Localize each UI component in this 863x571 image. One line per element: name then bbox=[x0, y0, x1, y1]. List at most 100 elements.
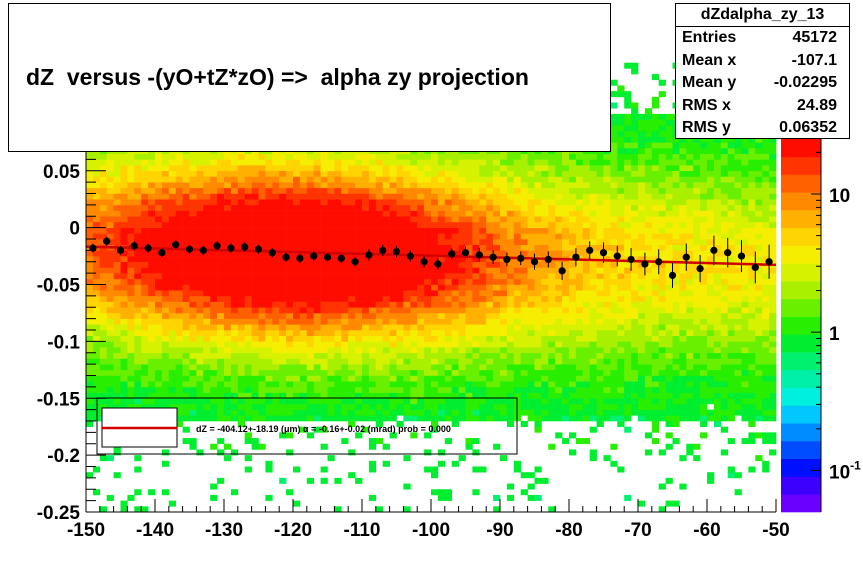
heatmap-cell bbox=[86, 187, 94, 194]
heatmap-cell bbox=[355, 347, 363, 354]
heatmap-cell bbox=[127, 204, 135, 211]
heatmap-cell bbox=[541, 352, 549, 359]
heatmap-cell bbox=[141, 335, 149, 342]
heatmap-cell bbox=[286, 364, 294, 371]
heatmap-cell bbox=[175, 176, 183, 183]
heatmap-cell bbox=[569, 204, 577, 211]
heatmap-cell bbox=[106, 153, 114, 160]
heatmap-cell bbox=[541, 182, 549, 189]
heatmap-cell bbox=[548, 409, 556, 416]
heatmap-cell bbox=[548, 330, 556, 336]
heatmap-cell bbox=[444, 204, 452, 211]
heatmap-cell bbox=[417, 307, 425, 314]
heatmap-cell bbox=[313, 409, 321, 416]
heatmap-cell bbox=[562, 227, 570, 234]
heatmap-cell bbox=[651, 176, 659, 183]
heatmap-cell bbox=[244, 165, 252, 172]
heatmap-cell bbox=[417, 153, 425, 160]
heatmap-cell bbox=[341, 244, 349, 251]
heatmap-cell bbox=[382, 261, 390, 268]
heatmap-cell bbox=[286, 261, 294, 268]
heatmap-cell bbox=[500, 216, 508, 223]
heatmap-cell bbox=[534, 392, 542, 399]
heatmap-cell bbox=[617, 341, 625, 348]
heatmap-cell bbox=[458, 165, 466, 172]
heatmap-cell bbox=[431, 250, 439, 257]
heatmap-cell bbox=[141, 153, 149, 160]
heatmap-cell bbox=[237, 261, 245, 268]
heatmap-cell bbox=[313, 392, 321, 399]
heatmap-cell bbox=[258, 341, 266, 348]
heatmap-cell bbox=[472, 170, 480, 177]
heatmap-cell bbox=[134, 335, 142, 342]
heatmap-cell bbox=[230, 386, 239, 393]
heatmap-cell bbox=[334, 477, 342, 484]
heatmap-cell bbox=[479, 153, 487, 160]
heatmap-cell bbox=[92, 267, 101, 274]
heatmap-cell bbox=[596, 386, 604, 393]
heatmap-cell bbox=[589, 392, 597, 399]
heatmap-cell bbox=[203, 364, 211, 371]
heatmap-cell bbox=[106, 375, 114, 382]
heatmap-cell bbox=[258, 409, 266, 416]
heatmap-cell bbox=[486, 221, 494, 228]
heatmap-cell bbox=[320, 153, 328, 160]
heatmap-cell bbox=[272, 210, 280, 217]
heatmap-cell bbox=[665, 403, 673, 410]
heatmap-cell bbox=[603, 415, 611, 422]
heatmap-cell bbox=[196, 386, 204, 393]
heatmap-cell bbox=[465, 409, 473, 416]
heatmap-cell bbox=[527, 386, 535, 393]
heatmap-cell bbox=[500, 409, 508, 416]
heatmap-cell bbox=[334, 187, 342, 194]
heatmap-cell bbox=[458, 193, 466, 200]
heatmap-cell bbox=[293, 403, 301, 410]
heatmap-cell bbox=[203, 284, 211, 291]
heatmap-cell bbox=[182, 392, 190, 399]
heatmap-cell bbox=[389, 324, 397, 331]
heatmap-cell bbox=[224, 239, 232, 245]
heatmap-cell bbox=[99, 227, 107, 234]
heatmap-cell bbox=[155, 347, 163, 354]
heatmap-cell bbox=[472, 318, 480, 325]
heatmap-cell bbox=[534, 267, 542, 274]
heatmap-cell bbox=[562, 324, 570, 331]
heatmap-cell bbox=[424, 415, 432, 422]
heatmap-cell bbox=[182, 330, 190, 336]
heatmap-cell bbox=[506, 369, 515, 376]
heatmap-cell bbox=[644, 392, 653, 399]
heatmap-cell bbox=[396, 199, 404, 206]
heatmap-cell bbox=[217, 312, 225, 319]
heatmap-cell bbox=[368, 335, 377, 342]
heatmap-cell bbox=[375, 153, 383, 160]
heatmap-cell bbox=[99, 182, 107, 189]
heatmap-cell bbox=[348, 227, 356, 234]
heatmap-cell bbox=[224, 443, 232, 450]
heatmap-cell bbox=[368, 341, 377, 348]
heatmap-cell bbox=[431, 244, 439, 251]
heatmap-cell bbox=[562, 204, 570, 211]
heatmap-cell bbox=[258, 318, 266, 325]
heatmap-cell bbox=[265, 290, 273, 297]
heatmap-cell bbox=[293, 409, 301, 416]
heatmap-cell bbox=[196, 347, 204, 354]
heatmap-cell bbox=[334, 347, 342, 354]
heatmap-cell bbox=[534, 324, 542, 331]
heatmap-cell bbox=[479, 261, 487, 268]
heatmap-cell bbox=[444, 415, 452, 422]
heatmap-cell bbox=[396, 364, 404, 371]
heatmap-cell bbox=[86, 153, 94, 160]
heatmap-cell bbox=[113, 182, 121, 189]
heatmap-cell bbox=[299, 330, 308, 336]
heatmap-cell bbox=[617, 176, 625, 183]
heatmap-cell bbox=[203, 153, 211, 160]
heatmap-cell bbox=[555, 318, 563, 325]
heatmap-cell bbox=[500, 415, 508, 422]
heatmap-cell bbox=[582, 330, 590, 336]
heatmap-cell bbox=[548, 398, 556, 405]
heatmap-cell bbox=[389, 432, 397, 439]
heatmap-cell bbox=[320, 307, 328, 314]
heatmap-cell bbox=[120, 221, 128, 228]
heatmap-cell bbox=[527, 176, 535, 183]
heatmap-cell bbox=[389, 239, 397, 245]
